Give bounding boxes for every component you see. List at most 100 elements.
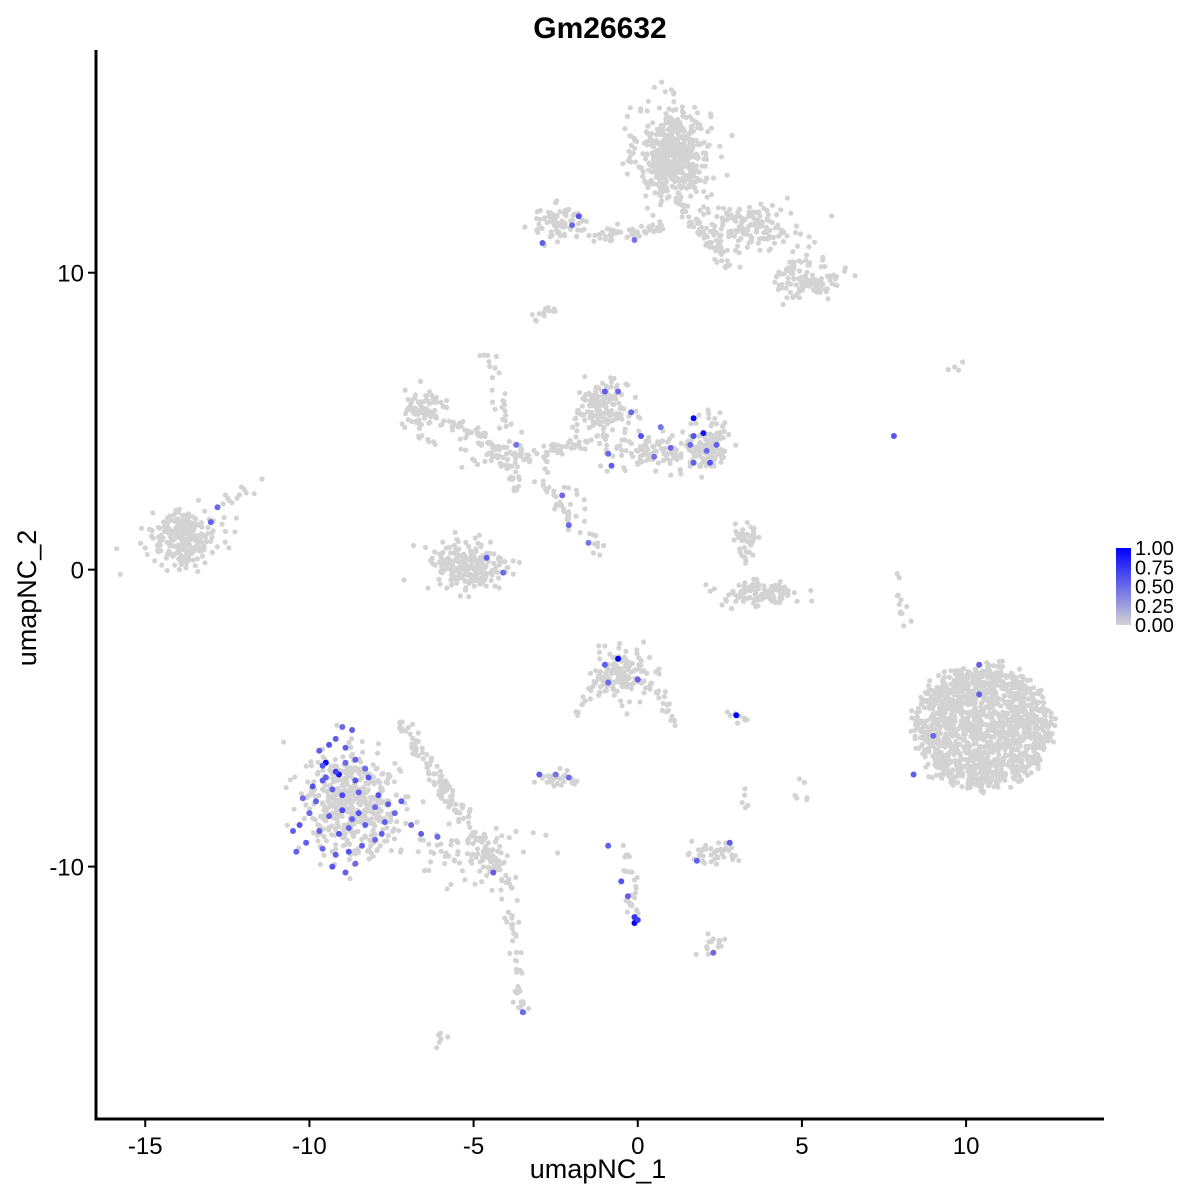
cell-point	[284, 822, 290, 828]
cell-point	[690, 153, 696, 159]
cell-point	[984, 757, 991, 764]
cell-point	[634, 139, 640, 145]
cell-point	[737, 213, 743, 219]
cell-point	[419, 745, 425, 751]
cell-point	[490, 560, 497, 566]
cell-point	[735, 595, 742, 601]
cell-point	[466, 543, 472, 550]
expressing-cell-point	[608, 462, 615, 469]
cell-point	[464, 572, 470, 578]
cell-point	[514, 949, 520, 956]
cell-point	[401, 577, 407, 583]
cell-point	[629, 869, 635, 875]
cell-point	[494, 859, 500, 865]
cell-point	[453, 801, 459, 807]
cell-point	[599, 380, 606, 386]
expressing-cell-point	[362, 765, 369, 772]
cell-point	[185, 518, 191, 525]
cell-point	[956, 678, 962, 684]
cell-point	[479, 580, 485, 586]
cell-point	[471, 583, 477, 589]
cell-point	[370, 828, 376, 834]
cell-point	[596, 643, 602, 649]
cell-point	[209, 549, 215, 556]
cell-point	[742, 792, 748, 798]
cell-point	[924, 738, 931, 745]
cell-point	[623, 683, 629, 690]
cell-point	[499, 896, 505, 902]
cell-point	[463, 447, 469, 453]
cell-point	[644, 451, 650, 458]
cell-point	[679, 158, 685, 164]
cell-point	[571, 445, 578, 451]
cell-point	[432, 562, 438, 568]
cell-point	[681, 145, 687, 151]
expressing-cell-point	[601, 661, 608, 668]
cell-point	[301, 816, 307, 822]
cell-point	[481, 831, 487, 837]
cell-point	[186, 537, 192, 543]
cell-point	[647, 654, 653, 661]
cell-point	[710, 936, 716, 942]
cell-point	[593, 384, 599, 390]
cell-point	[697, 462, 703, 468]
cell-point	[375, 741, 381, 747]
cell-point	[573, 487, 580, 493]
cell-point	[548, 447, 555, 453]
cell-point	[922, 746, 928, 753]
cell-point	[742, 580, 748, 586]
cell-point	[554, 223, 560, 229]
cell-point	[718, 429, 724, 435]
cell-point	[794, 243, 801, 249]
cell-point	[440, 790, 446, 796]
cell-point	[559, 451, 565, 457]
cell-point	[368, 832, 374, 838]
cell-point	[440, 404, 446, 410]
cell-point	[178, 518, 184, 524]
cell-point	[346, 856, 352, 863]
cell-point	[472, 881, 478, 887]
cell-point	[1021, 700, 1027, 706]
cell-point	[732, 853, 738, 859]
cell-point	[497, 445, 503, 451]
cell-point	[232, 529, 238, 535]
cell-point	[464, 851, 470, 857]
cell-point	[940, 700, 946, 706]
x-tick-label: 5	[795, 1133, 808, 1160]
cell-point	[590, 683, 596, 690]
cell-point	[446, 821, 452, 827]
cell-point	[499, 878, 505, 884]
cell-point	[809, 272, 816, 278]
cell-point	[667, 133, 673, 140]
cell-point	[773, 274, 780, 280]
cell-point	[1041, 700, 1047, 706]
color-legend: 1.000.750.500.250.00	[1116, 538, 1174, 637]
cell-point	[609, 671, 615, 677]
cell-point	[595, 674, 601, 681]
cell-point	[678, 194, 684, 200]
cell-point	[315, 769, 321, 776]
cell-point	[710, 449, 716, 455]
cell-point	[660, 700, 666, 706]
cell-point	[796, 258, 802, 264]
cell-point	[708, 846, 714, 852]
expressing-cell-point	[303, 839, 310, 846]
cell-point	[1045, 730, 1051, 736]
cell-point	[412, 395, 418, 401]
cell-point	[653, 669, 659, 675]
cell-point	[775, 222, 781, 228]
cell-point	[1050, 739, 1056, 745]
cell-point	[614, 688, 620, 694]
cell-point	[545, 469, 551, 475]
cell-point	[955, 769, 961, 775]
cell-point	[716, 840, 722, 846]
cell-point	[818, 276, 825, 282]
cell-point	[678, 454, 684, 460]
cell-point	[1052, 722, 1058, 729]
cell-point	[667, 460, 673, 467]
cell-point	[341, 780, 347, 787]
cell-point	[624, 113, 631, 119]
cell-point	[583, 218, 590, 224]
cell-point	[619, 416, 625, 422]
cell-point	[1029, 731, 1035, 737]
